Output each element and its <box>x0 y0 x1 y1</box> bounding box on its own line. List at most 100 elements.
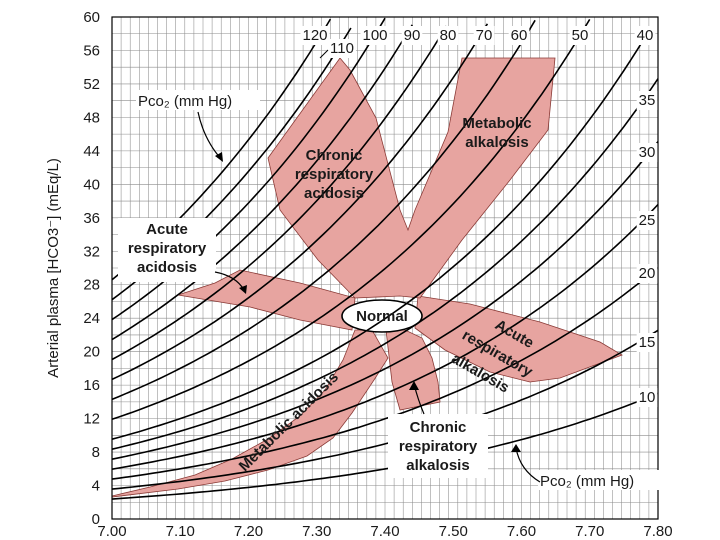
label-acute-respiratory-acidosis-line-1: Acute <box>146 221 188 238</box>
x-tick-label: 7.40 <box>370 523 399 540</box>
isopleth-label-60: 60 <box>511 27 528 44</box>
isopleth-40 <box>111 26 652 440</box>
leader-line-110 <box>319 49 329 59</box>
label-background <box>508 26 530 45</box>
isopleth-100 <box>111 17 386 321</box>
label-chronic-respiratory-alkalosis-line-3: alkalosis <box>406 457 469 474</box>
label-background <box>388 414 488 478</box>
y-tick-label: 48 <box>83 109 100 126</box>
isopleth-70 <box>111 23 489 381</box>
pco2-label-top: Pco₂ (mm Hg) <box>138 93 232 110</box>
x-tick-label: 7.50 <box>439 523 468 540</box>
y-tick-label: 8 <box>92 444 100 461</box>
label-background <box>118 218 216 282</box>
isopleth-label-110: 110 <box>330 40 354 57</box>
x-tick-label: 7.70 <box>575 523 604 540</box>
x-tick-label: 7.10 <box>166 523 195 540</box>
x-tick-label: 7.20 <box>234 523 263 540</box>
isopleth-label-40: 40 <box>637 27 654 44</box>
x-tick-label: 7.60 <box>507 523 536 540</box>
x-tick-label: 7.00 <box>97 523 126 540</box>
y-tick-label: 56 <box>83 42 100 59</box>
label-acute-respiratory-acidosis-line-3: acidosis <box>137 259 197 276</box>
region-chronic-respiratory-acidosis <box>267 57 556 299</box>
label-background <box>569 26 591 45</box>
label-background <box>634 26 656 45</box>
y-tick-label: 24 <box>83 310 100 327</box>
label-chronic-respiratory-acidosis-line-2: respiratory <box>295 166 374 183</box>
isopleth-label-90: 90 <box>404 27 421 44</box>
isopleth-label-120: 120 <box>302 27 327 44</box>
x-tick-label: 7.80 <box>643 523 672 540</box>
y-tick-label: 32 <box>83 243 100 260</box>
y-axis-label: Arterial plasma [HCO3⁻] (mEq/L) <box>45 158 62 378</box>
isopleth-label-50: 50 <box>572 27 589 44</box>
y-tick-label: 60 <box>83 9 100 26</box>
label-background <box>360 26 390 45</box>
label-chronic-respiratory-alkalosis-line-2: respiratory <box>399 438 478 455</box>
label-background <box>636 211 658 230</box>
y-tick-label: 0 <box>92 511 100 528</box>
y-tick-label: 12 <box>83 411 100 428</box>
y-tick-label: 52 <box>83 76 100 93</box>
region-normal <box>341 299 423 333</box>
label-chronic-respiratory-alkalosis-line-1: Chronic <box>410 419 467 436</box>
label-background <box>401 26 423 45</box>
isopleth-50 <box>111 18 591 421</box>
y-tick-label: 20 <box>83 344 100 361</box>
isopleth-15 <box>111 329 659 490</box>
region-acute-respiratory-alkalosis <box>414 295 623 383</box>
isopleth-20 <box>111 266 659 480</box>
isopleth-90 <box>111 24 413 341</box>
y-tick-label: 16 <box>83 377 100 394</box>
label-metabolic-alkalosis-line-1: Metabolic <box>462 115 531 132</box>
label-chronic-respiratory-acidosis-line-1: Chronic <box>306 147 363 164</box>
label-background <box>437 26 459 45</box>
isopleth-label-100: 100 <box>362 27 387 44</box>
isopleth-label-35: 35 <box>639 92 656 109</box>
isopleth-lines <box>111 17 659 500</box>
label-background <box>300 26 330 45</box>
isopleth-80 <box>111 25 448 361</box>
label-background <box>636 264 658 283</box>
label-background <box>636 333 658 352</box>
label-background <box>538 470 662 490</box>
y-tick-label: 28 <box>83 277 100 294</box>
label-background <box>636 388 658 407</box>
axes: 7.00 7.10 7.20 7.30 7.40 7.50 7.60 7.70 7.800481… <box>45 9 673 540</box>
isopleth-30 <box>111 141 659 460</box>
isopleth-35 <box>111 78 659 450</box>
label-background <box>636 91 658 110</box>
pco2-arrowhead-top <box>215 152 223 162</box>
isopleth-label-70: 70 <box>476 27 493 44</box>
pco2-label-bottom: Pco₂ (mm Hg) <box>540 473 634 490</box>
y-tick-label: 40 <box>83 176 100 193</box>
isopleth-label-20: 20 <box>639 265 656 282</box>
chronic-alkalosis-arrowhead <box>409 381 419 390</box>
isopleth-label-15: 15 <box>639 334 656 351</box>
isopleth-label-30: 30 <box>639 144 656 161</box>
y-tick-label: 4 <box>92 478 100 495</box>
label-background <box>636 143 658 162</box>
isopleth-10 <box>111 392 659 500</box>
isopleth-label-80: 80 <box>440 27 457 44</box>
plot-frame <box>111 16 659 520</box>
x-tick-label: 7.30 <box>302 523 331 540</box>
isopleth-60 <box>111 19 536 401</box>
isopleth-label-10: 10 <box>639 389 656 406</box>
acute-acidosis-arrowhead <box>239 285 247 294</box>
label-normal-line-1: Normal <box>356 308 408 325</box>
pco2-arrowhead-bottom <box>511 444 521 452</box>
label-metabolic-alkalosis-line-2: alkalosis <box>465 134 528 151</box>
isopleth-label-25: 25 <box>639 212 656 229</box>
label-background <box>473 26 495 45</box>
label-chronic-respiratory-acidosis-line-3: acidosis <box>304 185 364 202</box>
isopleth-25 <box>111 203 659 470</box>
y-tick-label: 36 <box>83 210 100 227</box>
label-acute-respiratory-acidosis-line-2: respiratory <box>128 240 207 257</box>
label-background <box>136 90 260 110</box>
y-tick-label: 44 <box>83 143 100 160</box>
label-background <box>328 39 356 58</box>
